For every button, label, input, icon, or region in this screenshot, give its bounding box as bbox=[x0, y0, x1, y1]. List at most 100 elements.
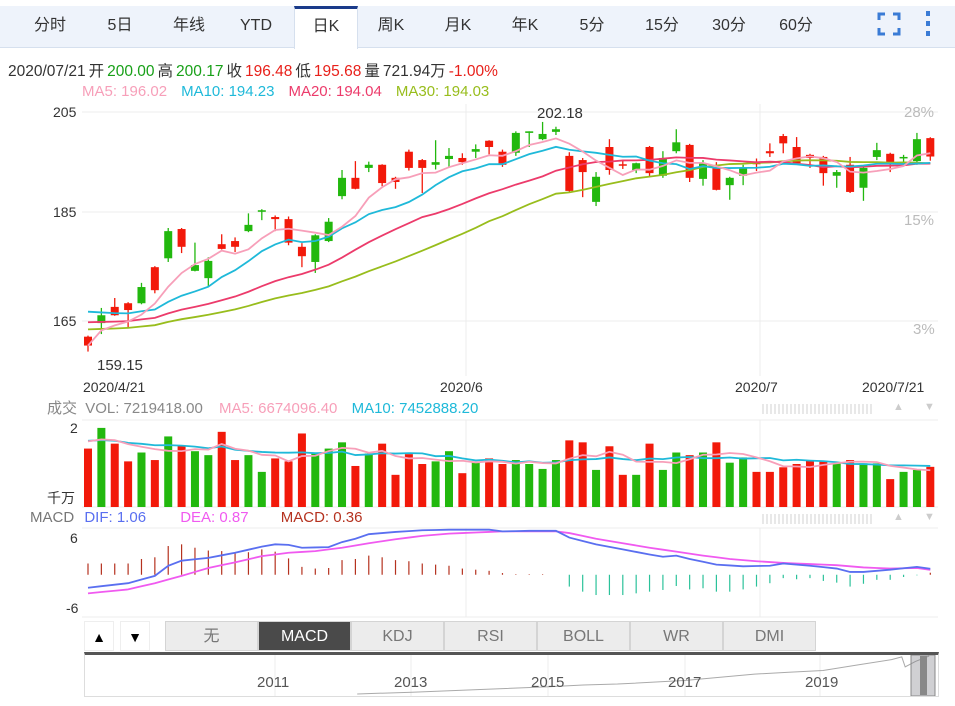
volume-bar bbox=[257, 471, 266, 507]
dif-line bbox=[87, 528, 931, 589]
indicator-tab-kdj[interactable]: KDJ bbox=[351, 621, 444, 651]
tab-0[interactable]: 分时 bbox=[33, 17, 66, 34]
minimap-year-label: 2019 bbox=[805, 674, 839, 691]
candle-body bbox=[912, 139, 921, 162]
indicator-tab-rsi[interactable]: RSI bbox=[444, 621, 537, 651]
volume-bar bbox=[190, 451, 199, 507]
price-label-205: 205 bbox=[53, 104, 77, 120]
candle-body bbox=[271, 217, 280, 220]
candle-body bbox=[137, 287, 146, 304]
tab-1[interactable]: 5日 bbox=[107, 17, 133, 34]
candle-body bbox=[431, 162, 440, 165]
tab-10[interactable]: 30分 bbox=[712, 17, 746, 34]
volume-bar bbox=[779, 467, 788, 507]
high-value: 200.17 bbox=[176, 63, 224, 80]
candle-body bbox=[177, 229, 186, 247]
candle-body bbox=[84, 336, 92, 346]
change-percent: -1.00% bbox=[448, 63, 498, 80]
tab-7[interactable]: 年K bbox=[511, 17, 539, 34]
tab-6[interactable]: 月K bbox=[444, 17, 472, 34]
pct-label-15: 15% bbox=[904, 212, 935, 229]
macd-top-label: 6 bbox=[70, 530, 78, 546]
timeline-navigator[interactable] bbox=[84, 652, 939, 697]
panel-down-button[interactable]: ▼ bbox=[924, 401, 935, 413]
ma10-line bbox=[87, 145, 931, 315]
tab-2[interactable]: 年线 bbox=[172, 17, 205, 34]
volume-bar bbox=[645, 443, 654, 507]
volume-bar bbox=[351, 465, 360, 507]
fullscreen-icon[interactable] bbox=[877, 12, 901, 36]
macd-legend: MACD DIF: 1.06 DEA: 0.87 MACD: 0.36 bbox=[30, 509, 362, 526]
tab-3[interactable]: YTD bbox=[240, 17, 272, 34]
volume-bar bbox=[618, 474, 627, 507]
candle-body bbox=[685, 144, 694, 178]
close-label: 收 bbox=[226, 63, 242, 80]
candle-body bbox=[899, 156, 908, 159]
volume-bar bbox=[872, 463, 881, 507]
candle-body bbox=[124, 303, 133, 311]
candle-body bbox=[765, 151, 774, 154]
tab-11[interactable]: 60分 bbox=[779, 17, 813, 34]
volume-bar bbox=[217, 431, 226, 507]
macd-value: MACD: 0.36 bbox=[280, 509, 363, 526]
drag-handle[interactable] bbox=[762, 404, 874, 414]
price-label-185: 185 bbox=[53, 204, 77, 220]
drag-handle[interactable] bbox=[762, 514, 874, 524]
candle-body bbox=[150, 267, 159, 291]
tab-5[interactable]: 周K bbox=[377, 17, 405, 34]
candle-body bbox=[699, 163, 708, 179]
candle-body bbox=[338, 177, 347, 197]
volume-bar bbox=[364, 453, 373, 507]
volume-bar bbox=[685, 455, 694, 507]
volume-ma10-line bbox=[87, 439, 931, 467]
volume-bar bbox=[832, 463, 841, 507]
volume-bar bbox=[110, 443, 119, 507]
minimap-price-line bbox=[357, 655, 930, 695]
candle-body bbox=[164, 231, 173, 259]
volume-bar bbox=[899, 471, 908, 507]
candle-body bbox=[351, 177, 360, 189]
tab-8[interactable]: 5分 bbox=[579, 17, 605, 34]
candle-body bbox=[217, 244, 226, 249]
volume-bar bbox=[124, 461, 133, 507]
volume-bar bbox=[819, 460, 828, 507]
minimap-year-label: 2017 bbox=[668, 674, 702, 691]
candle-body bbox=[712, 167, 721, 190]
volume-ma5-line bbox=[87, 438, 931, 472]
volume-bar bbox=[444, 451, 453, 507]
ma-legend: MA5: 196.02 MA10: 194.23 MA20: 194.04 MA30:… bbox=[82, 83, 503, 100]
indicator-tab-wr[interactable]: WR bbox=[630, 621, 723, 651]
volume-legend: 成交 VOL: 7219418.00 MA5: 6674096.40 MA10:… bbox=[47, 397, 478, 418]
volume-bar bbox=[284, 461, 293, 507]
candle-body bbox=[97, 315, 106, 324]
volume-bar bbox=[84, 448, 92, 507]
ma10-legend: MA10: 194.23 bbox=[181, 83, 275, 100]
volume-top-label: 2 bbox=[70, 420, 78, 436]
panel-down-button[interactable]: ▼ bbox=[924, 511, 935, 523]
indicator-tab-macd[interactable]: MACD bbox=[258, 621, 351, 651]
date-label-june: 2020/6 bbox=[440, 379, 483, 395]
volume-label: 量 bbox=[364, 63, 380, 80]
volume-bar bbox=[391, 474, 400, 507]
indicator-tab-boll[interactable]: BOLL bbox=[537, 621, 630, 651]
candle-body bbox=[565, 155, 574, 191]
volume-ma10: MA10: 7452888.20 bbox=[351, 400, 479, 417]
candle-body bbox=[458, 157, 467, 163]
volume-bar bbox=[204, 455, 213, 507]
indicator-tabs: ▲ ▼ 无 MACD KDJ RSI BOLL WR DMI bbox=[84, 621, 824, 651]
candle-body bbox=[926, 138, 935, 157]
indicator-tab-dmi[interactable]: DMI bbox=[723, 621, 816, 651]
panel-up-button[interactable]: ▲ bbox=[893, 401, 904, 413]
panel-up-button[interactable]: ▲ bbox=[893, 511, 904, 523]
candle-body bbox=[739, 167, 748, 176]
tab-4[interactable]: 日K bbox=[294, 6, 358, 49]
move-down-button[interactable]: ▼ bbox=[120, 621, 150, 651]
volume-bar bbox=[231, 460, 240, 507]
move-up-button[interactable]: ▲ bbox=[84, 621, 114, 651]
tab-9[interactable]: 15分 bbox=[645, 17, 679, 34]
minimap-handle bbox=[920, 656, 927, 695]
indicator-tab-无[interactable]: 无 bbox=[165, 621, 258, 651]
more-vertical-icon[interactable] bbox=[924, 11, 932, 37]
volume-bar bbox=[538, 468, 547, 507]
